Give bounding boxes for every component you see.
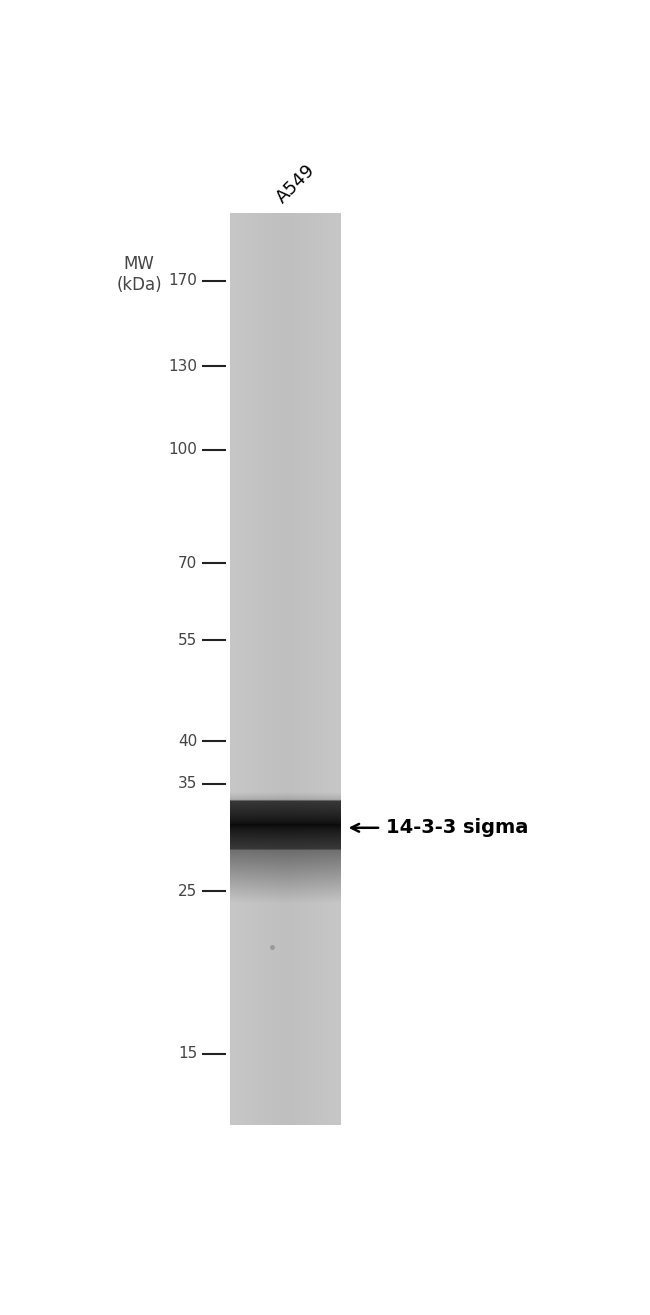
Text: 14-3-3 sigma: 14-3-3 sigma [386,818,528,838]
Text: 55: 55 [178,633,197,647]
Text: 40: 40 [178,734,197,750]
Text: A549: A549 [272,160,318,206]
Text: 35: 35 [177,776,197,792]
Text: 100: 100 [168,442,197,458]
Text: 15: 15 [178,1047,197,1061]
Text: 130: 130 [168,359,197,373]
Text: 70: 70 [178,556,197,571]
Text: MW
(kDa): MW (kDa) [116,255,162,293]
Text: 170: 170 [168,274,197,288]
Text: 25: 25 [178,884,197,898]
